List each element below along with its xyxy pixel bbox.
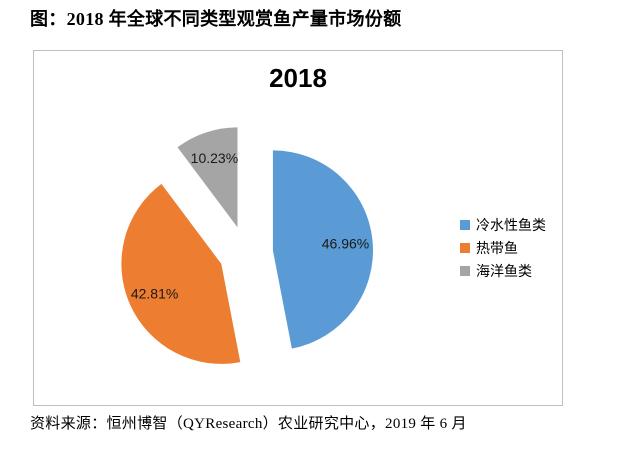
legend-item: 海洋鱼类	[460, 259, 546, 282]
pie-data-label: 42.81%	[131, 286, 178, 302]
chart-frame: 46.96% 42.81% 10.23% 2018 冷水性鱼类热带鱼海洋鱼类	[33, 50, 563, 406]
legend-label: 海洋鱼类	[476, 264, 532, 280]
legend-swatch	[460, 242, 470, 253]
legend-item: 热带鱼	[460, 236, 546, 259]
legend-item: 冷水性鱼类	[460, 213, 546, 236]
pie-slice-0	[272, 150, 374, 349]
figure-title: 图：2018 年全球不同类型观赏鱼产量市场份额	[30, 9, 402, 29]
pie-slice-2	[177, 127, 238, 228]
legend-label: 热带鱼	[476, 241, 518, 257]
chart-title: 2018	[269, 63, 327, 93]
source-note: 资料来源：恒州博智（QYResearch）农业研究中心，2019 年 6 月	[30, 416, 467, 432]
chart-legend: 冷水性鱼类热带鱼海洋鱼类	[460, 213, 546, 282]
pie-chart: 46.96% 42.81% 10.23%	[121, 127, 374, 364]
pie-slice-1	[121, 183, 241, 364]
legend-swatch	[460, 219, 470, 230]
legend-label: 冷水性鱼类	[476, 218, 546, 234]
legend-swatch	[460, 265, 470, 276]
pie-data-label: 10.23%	[191, 150, 238, 166]
pie-data-label: 46.96%	[322, 236, 369, 252]
